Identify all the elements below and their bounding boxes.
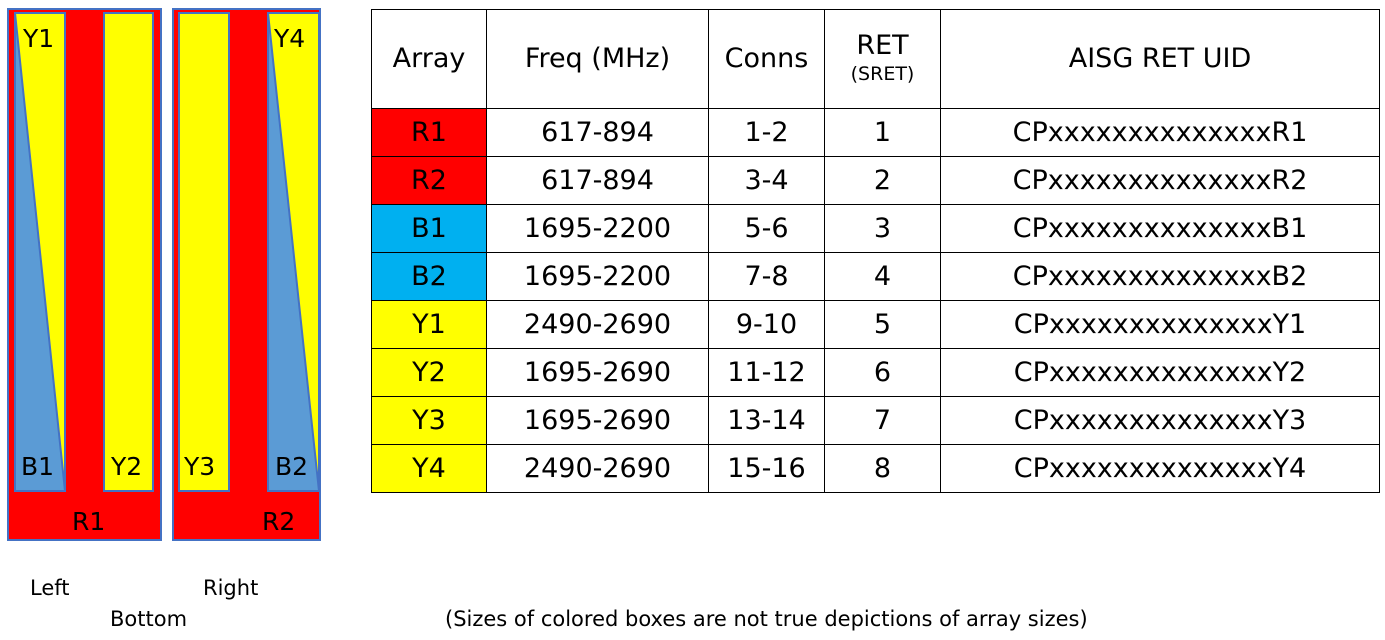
b1-array-wedge <box>14 12 67 492</box>
cell-ret: 4 <box>824 252 941 301</box>
cell-ret: 1 <box>824 108 941 157</box>
b2-array-wedge <box>267 12 321 492</box>
cell-conns: 5-6 <box>708 204 825 253</box>
cell-uid: CPxxxxxxxxxxxxxxY1 <box>940 300 1380 349</box>
antenna-diagram: Y1 B1 Y2 R1 Y3 Y4 B2 R2 <box>7 8 321 541</box>
cell-array: B2 <box>371 252 487 301</box>
cell-conns: 15-16 <box>708 444 825 493</box>
y3-array-box <box>178 12 230 492</box>
cell-ret: 3 <box>824 204 941 253</box>
cell-uid: CPxxxxxxxxxxxxxxR2 <box>940 156 1380 205</box>
ret-header-sub: (SRET) <box>850 63 915 85</box>
cell-ret: 2 <box>824 156 941 205</box>
col-header-ret: RET (SRET) <box>824 9 941 109</box>
table-row: B2 1695-2200 7-8 4 CPxxxxxxxxxxxxxxB2 <box>371 252 1380 301</box>
cell-conns: 7-8 <box>708 252 825 301</box>
col-header-freq: Freq (MHz) <box>486 9 709 109</box>
cell-freq: 1695-2200 <box>486 204 709 253</box>
cell-freq: 1695-2200 <box>486 252 709 301</box>
cell-ret: 8 <box>824 444 941 493</box>
cell-array: Y1 <box>371 300 487 349</box>
y3-label: Y3 <box>183 452 215 481</box>
y1-label: Y1 <box>22 24 54 53</box>
cell-array: Y4 <box>371 444 487 493</box>
cell-uid: CPxxxxxxxxxxxxxxB2 <box>940 252 1380 301</box>
col-header-array: Array <box>371 9 487 109</box>
cell-conns: 3-4 <box>708 156 825 205</box>
cell-uid: CPxxxxxxxxxxxxxxY2 <box>940 348 1380 397</box>
cell-ret: 7 <box>824 396 941 445</box>
cell-conns: 11-12 <box>708 348 825 397</box>
b2-label: B2 <box>275 452 308 481</box>
cell-freq: 617-894 <box>486 108 709 157</box>
cell-freq: 2490-2690 <box>486 300 709 349</box>
caption-bottom: Bottom <box>110 607 188 631</box>
col-header-uid: AISG RET UID <box>940 9 1380 109</box>
cell-uid: CPxxxxxxxxxxxxxxR1 <box>940 108 1380 157</box>
cell-uid: CPxxxxxxxxxxxxxxB1 <box>940 204 1380 253</box>
array-table: Array Freq (MHz) Conns RET (SRET) AISG R… <box>371 9 1380 493</box>
table-row: Y4 2490-2690 15-16 8 CPxxxxxxxxxxxxxxY4 <box>371 444 1380 493</box>
y2-array-box <box>103 12 154 492</box>
table-row: Y1 2490-2690 9-10 5 CPxxxxxxxxxxxxxxY1 <box>371 300 1380 349</box>
cell-array: Y3 <box>371 396 487 445</box>
cell-uid: CPxxxxxxxxxxxxxxY3 <box>940 396 1380 445</box>
table-row: Y2 1695-2690 11-12 6 CPxxxxxxxxxxxxxxY2 <box>371 348 1380 397</box>
y4-label: Y4 <box>273 24 305 53</box>
cell-ret: 6 <box>824 348 941 397</box>
r2-label: R2 <box>262 507 295 536</box>
right-panel: Y3 Y4 B2 R2 <box>172 8 321 541</box>
caption-left: Left <box>30 576 70 600</box>
table-row: R2 617-894 3-4 2 CPxxxxxxxxxxxxxxR2 <box>371 156 1380 205</box>
cell-freq: 617-894 <box>486 156 709 205</box>
left-panel: Y1 B1 Y2 R1 <box>7 8 162 541</box>
cell-ret: 5 <box>824 300 941 349</box>
y2-label: Y2 <box>110 452 142 481</box>
cell-conns: 13-14 <box>708 396 825 445</box>
caption-right: Right <box>203 576 259 600</box>
cell-array: Y2 <box>371 348 487 397</box>
cell-freq: 1695-2690 <box>486 348 709 397</box>
ret-header-label: RET <box>856 30 909 61</box>
cell-array: B1 <box>371 204 487 253</box>
table-row: Y3 1695-2690 13-14 7 CPxxxxxxxxxxxxxxY3 <box>371 396 1380 445</box>
cell-conns: 1-2 <box>708 108 825 157</box>
table-row: R1 617-894 1-2 1 CPxxxxxxxxxxxxxxR1 <box>371 108 1380 157</box>
cell-freq: 2490-2690 <box>486 444 709 493</box>
cell-uid: CPxxxxxxxxxxxxxxY4 <box>940 444 1380 493</box>
cell-freq: 1695-2690 <box>486 396 709 445</box>
col-header-conns: Conns <box>708 9 825 109</box>
cell-array: R1 <box>371 108 487 157</box>
r1-label: R1 <box>72 507 105 536</box>
caption-note: (Sizes of colored boxes are not true dep… <box>445 607 1088 631</box>
table-row: B1 1695-2200 5-6 3 CPxxxxxxxxxxxxxxB1 <box>371 204 1380 253</box>
cell-conns: 9-10 <box>708 300 825 349</box>
table-header-row: Array Freq (MHz) Conns RET (SRET) AISG R… <box>371 9 1380 109</box>
b1-label: B1 <box>21 452 54 481</box>
cell-array: R2 <box>371 156 487 205</box>
